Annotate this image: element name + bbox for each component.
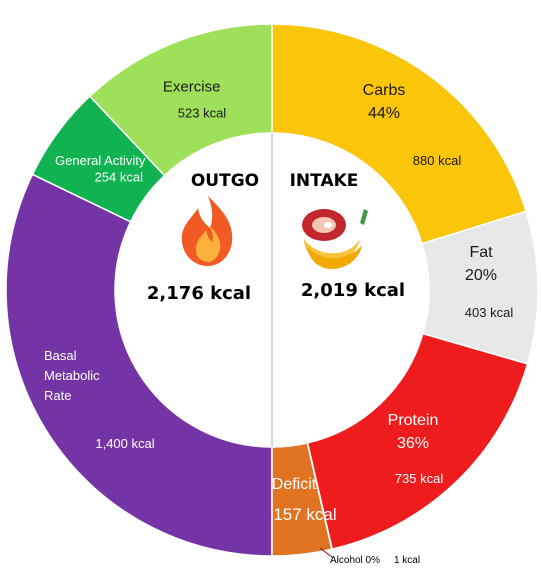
label-general-activity: General Activity	[55, 153, 146, 168]
label-exercise: Exercise	[163, 78, 221, 95]
food-icon	[302, 209, 368, 269]
outgo-title: OUTGO	[191, 171, 259, 191]
percent-fat: 20%	[465, 267, 497, 284]
outgo-slices	[5, 23, 273, 557]
percent-protein: 36%	[397, 435, 429, 452]
label-basal-metabolic-rate-line-1: Basal	[44, 348, 77, 363]
label-fat: Fat	[469, 244, 493, 261]
label-basal-metabolic-rate-line-2: Metabolic	[44, 368, 100, 383]
label-basal-metabolic-rate-line-3: Rate	[44, 388, 71, 403]
intake-slices	[271, 23, 539, 557]
value-fat: 403 kcal	[465, 305, 514, 320]
label-alcohol: Alcohol 0%	[330, 555, 380, 566]
value-exercise: 523 kcal	[178, 105, 227, 120]
intake-total: 2,019 kcal	[301, 280, 405, 301]
value-carbs: 880 kcal	[413, 153, 462, 168]
alcohol-leader-line	[319, 547, 333, 558]
value-general-activity: 254 kcal	[95, 170, 144, 185]
fire-icon	[181, 196, 233, 266]
value-deficit: 157 kcal	[273, 505, 336, 524]
value-protein: 735 kcal	[395, 471, 444, 486]
label-deficit: Deficit	[272, 476, 317, 493]
value-basal-metabolic-rate: 1,400 kcal	[95, 436, 154, 451]
label-protein: Protein	[388, 412, 439, 429]
slice-labels: Exercise 523 kcal General Activity 254 kcal…	[44, 78, 513, 566]
value-alcohol: 1 kcal	[394, 555, 420, 566]
percent-carbs: 44%	[368, 105, 400, 122]
label-carbs: Carbs	[363, 82, 406, 99]
intake-title: INTAKE	[290, 171, 359, 191]
outgo-total: 2,176 kcal	[147, 283, 251, 304]
